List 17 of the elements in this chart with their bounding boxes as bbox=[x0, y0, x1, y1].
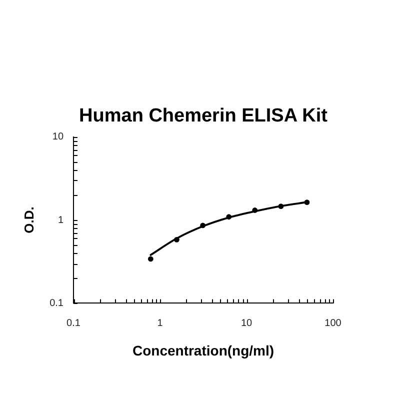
x-axis-title: Concentration(ng/ml) bbox=[132, 342, 274, 358]
y-axis-title: O.D. bbox=[21, 206, 36, 234]
point bbox=[174, 236, 180, 242]
x-tick-label: 10 bbox=[240, 318, 252, 329]
x-tick-label: 0.1 bbox=[66, 318, 81, 329]
point bbox=[304, 200, 310, 206]
x-tick-label: 100 bbox=[324, 318, 342, 329]
point bbox=[148, 256, 154, 262]
y-tick-label: 0.1 bbox=[50, 298, 64, 309]
y-tick-label: 1 bbox=[58, 214, 64, 226]
point bbox=[226, 214, 232, 220]
point bbox=[200, 222, 206, 228]
point bbox=[252, 208, 258, 213]
chart-title: Human Chemerin ELISA Kit bbox=[79, 106, 328, 127]
point bbox=[278, 204, 284, 210]
x-tick-label: 1 bbox=[157, 318, 164, 329]
y-tick-label: 10 bbox=[52, 132, 64, 143]
